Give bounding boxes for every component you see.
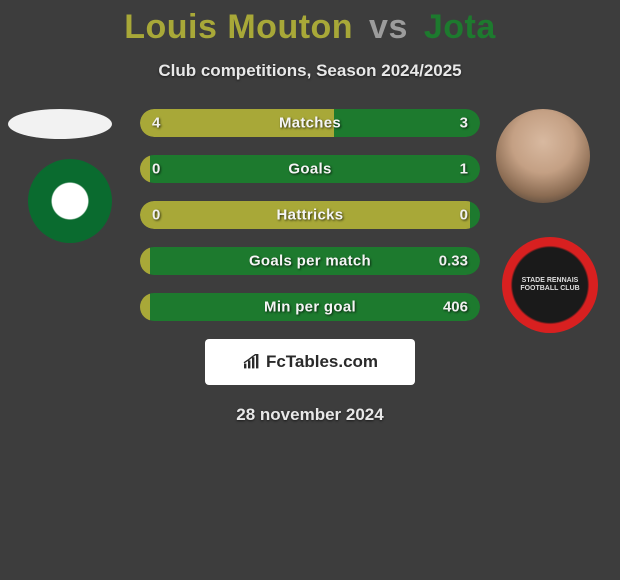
stat-row: Goals0 1 — [140, 155, 480, 183]
stat-label: Min per goal — [140, 299, 480, 316]
bar-chart-icon — [242, 354, 262, 370]
stat-value-right: 0 — [460, 207, 468, 224]
stat-row: Goals per match0.33 — [140, 247, 480, 275]
comparison-title: Louis Mouton vs Jota — [0, 0, 620, 47]
stat-label: Goals per match — [140, 253, 480, 270]
comparison-date: 28 november 2024 — [0, 405, 620, 425]
footer-brand-box: FcTables.com — [205, 339, 415, 385]
content-area: ASSE STADE RENNAIS FOOTBALL CLUB Matches… — [0, 109, 620, 425]
stat-value-left: 4 — [152, 115, 160, 132]
stat-label: Matches — [140, 115, 480, 132]
stat-row: Matches4 3 — [140, 109, 480, 137]
vs-text: vs — [369, 8, 408, 46]
player1-name: Louis Mouton — [124, 8, 353, 46]
stat-value-right: 3 — [460, 115, 468, 132]
stat-value-left: 0 — [152, 161, 160, 178]
stat-value-right: 0.33 — [439, 253, 468, 270]
stat-value-left: 0 — [152, 207, 160, 224]
stat-row: Hattricks0 0 — [140, 201, 480, 229]
stat-label: Hattricks — [140, 207, 480, 224]
footer-brand-text: FcTables.com — [266, 352, 378, 372]
stat-value-right: 406 — [443, 299, 468, 316]
stat-row: Min per goal406 — [140, 293, 480, 321]
stat-value-right: 1 — [460, 161, 468, 178]
player2-avatar — [496, 109, 590, 203]
club1-badge-text: ASSE — [58, 197, 83, 206]
stat-label: Goals — [140, 161, 480, 178]
player2-club-badge: STADE RENNAIS FOOTBALL CLUB — [502, 237, 598, 333]
player2-name: Jota — [424, 8, 496, 46]
subtitle: Club competitions, Season 2024/2025 — [0, 61, 620, 81]
player1-club-badge: ASSE — [28, 159, 112, 243]
player1-avatar — [8, 109, 112, 139]
club2-badge-text: STADE RENNAIS FOOTBALL CLUB — [502, 277, 598, 292]
stats-bars: Matches43Goals01Hattricks00Goals per mat… — [140, 109, 480, 321]
